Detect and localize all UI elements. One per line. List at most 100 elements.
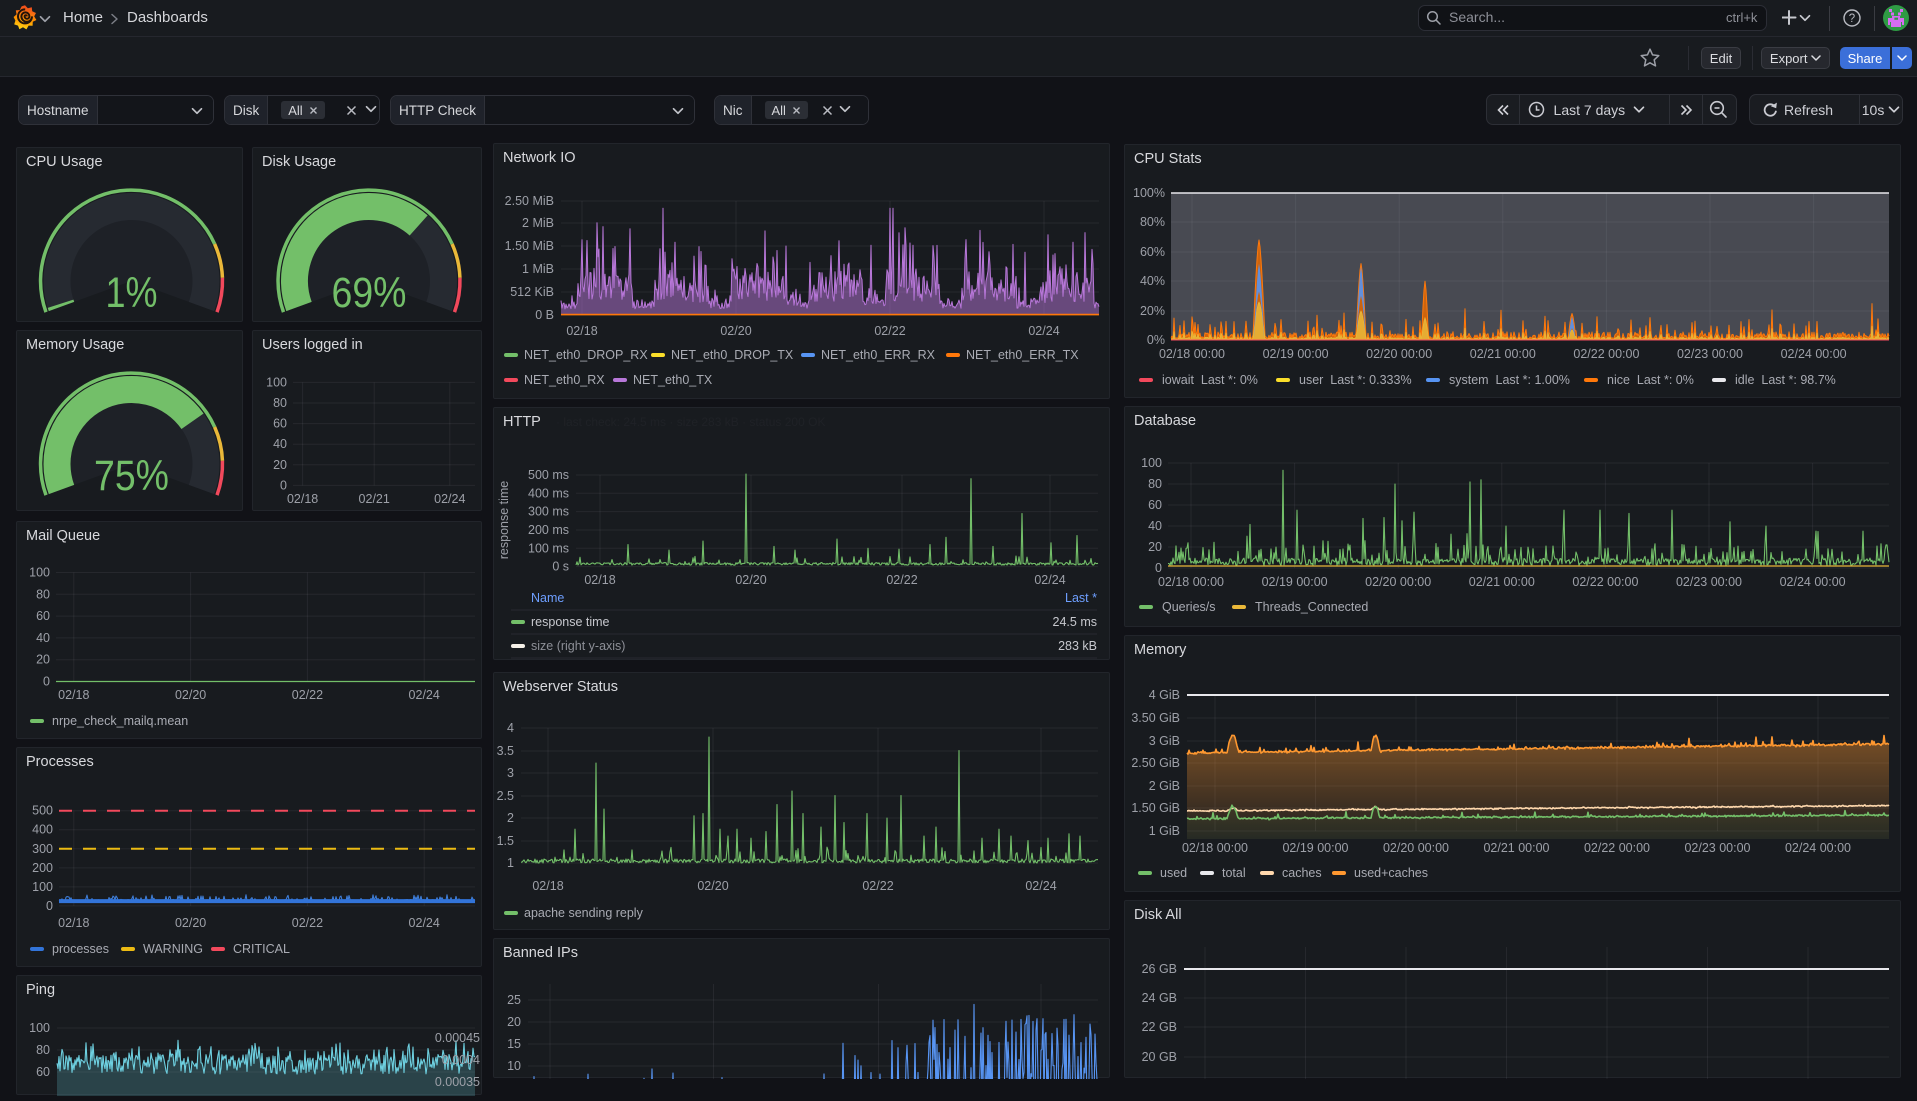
svg-text:WARNING: WARNING (143, 942, 203, 956)
svg-text:0: 0 (43, 675, 50, 689)
svg-text:02/18: 02/18 (58, 688, 89, 702)
svg-text:used: used (1160, 866, 1187, 880)
svg-text:· last check: 24.5 ms · size 2: · last check: 24.5 ms · size 283 kB · st… (556, 415, 825, 429)
svg-text:0 s: 0 s (552, 560, 569, 574)
svg-text:NET_eth0_ERR_RX: NET_eth0_ERR_RX (821, 348, 936, 362)
svg-text:NET_eth0_TX: NET_eth0_TX (633, 373, 713, 387)
svg-text:02/23 00:00: 02/23 00:00 (1677, 347, 1743, 361)
svg-text:2.5: 2.5 (497, 789, 514, 803)
svg-text:500: 500 (32, 804, 53, 818)
svg-text:CPU Usage: CPU Usage (26, 154, 103, 170)
svg-text:0.0004: 0.0004 (442, 1053, 480, 1067)
svg-text:Memory: Memory (1134, 642, 1187, 658)
svg-text:02/18 00:00: 02/18 00:00 (1182, 841, 1248, 855)
svg-text:1.50 GiB: 1.50 GiB (1131, 801, 1180, 815)
svg-text:60%: 60% (1140, 245, 1165, 259)
svg-text:02/19 00:00: 02/19 00:00 (1263, 347, 1329, 361)
svg-text:80: 80 (36, 1043, 50, 1057)
svg-text:2.50 MiB: 2.50 MiB (505, 194, 554, 208)
svg-text:02/24 00:00: 02/24 00:00 (1781, 347, 1847, 361)
svg-text:02/18: 02/18 (287, 492, 318, 506)
svg-text:40: 40 (36, 631, 50, 645)
svg-text:02/21: 02/21 (359, 492, 390, 506)
svg-text:02/18: 02/18 (584, 573, 615, 587)
svg-text:1: 1 (507, 856, 514, 870)
svg-text:02/20: 02/20 (735, 573, 766, 587)
svg-text:3.50 GiB: 3.50 GiB (1131, 711, 1180, 725)
svg-text:02/23 00:00: 02/23 00:00 (1684, 841, 1750, 855)
svg-text:0.00045: 0.00045 (435, 1031, 480, 1045)
svg-text:300: 300 (32, 842, 53, 856)
svg-text:300 ms: 300 ms (528, 505, 569, 519)
svg-text:02/22 00:00: 02/22 00:00 (1572, 575, 1638, 589)
svg-text:NET_eth0_DROP_TX: NET_eth0_DROP_TX (671, 348, 794, 362)
svg-text:40: 40 (273, 437, 287, 451)
svg-text:0: 0 (1155, 561, 1162, 575)
svg-text:26 GB: 26 GB (1142, 962, 1177, 976)
svg-text:02/24: 02/24 (409, 688, 440, 702)
svg-text:80: 80 (1148, 477, 1162, 491)
svg-text:02/20: 02/20 (720, 324, 751, 338)
svg-text:caches: caches (1282, 866, 1322, 880)
svg-text:iowait Last *: 0%: iowait Last *: 0% (1162, 373, 1258, 387)
svg-text:system Last *: 1.00%: system Last *: 1.00% (1449, 373, 1570, 387)
svg-text:Last *: Last * (1065, 591, 1097, 605)
svg-text:24.5 ms: 24.5 ms (1053, 615, 1097, 629)
svg-text:15: 15 (507, 1037, 521, 1051)
svg-text:24 GB: 24 GB (1142, 991, 1177, 1005)
svg-text:3.5: 3.5 (497, 744, 514, 758)
svg-text:75%: 75% (94, 452, 169, 500)
svg-text:02/18 00:00: 02/18 00:00 (1159, 347, 1225, 361)
svg-text:60: 60 (1148, 498, 1162, 512)
svg-text:02/22: 02/22 (292, 916, 323, 930)
svg-text:02/21 00:00: 02/21 00:00 (1483, 841, 1549, 855)
svg-text:02/18: 02/18 (58, 916, 89, 930)
svg-text:40%: 40% (1140, 274, 1165, 288)
svg-text:02/20: 02/20 (175, 916, 206, 930)
svg-text:100: 100 (29, 566, 50, 580)
svg-text:2 GiB: 2 GiB (1149, 779, 1180, 793)
svg-text:80: 80 (36, 587, 50, 601)
svg-text:20: 20 (273, 458, 287, 472)
svg-text:02/22: 02/22 (292, 688, 323, 702)
svg-text:0: 0 (280, 478, 287, 492)
svg-text:02/24 00:00: 02/24 00:00 (1785, 841, 1851, 855)
svg-text:500 ms: 500 ms (528, 468, 569, 482)
svg-text:283 kB: 283 kB (1058, 639, 1097, 653)
svg-text:1 MiB: 1 MiB (522, 262, 554, 276)
svg-text:25: 25 (507, 993, 521, 1007)
svg-text:processes: processes (52, 942, 109, 956)
svg-text:512 KiB: 512 KiB (510, 285, 554, 299)
svg-text:400 ms: 400 ms (528, 486, 569, 500)
svg-text:0: 0 (46, 899, 53, 913)
svg-text:02/24: 02/24 (1025, 879, 1056, 893)
svg-text:user Last *: 0.333%: user Last *: 0.333% (1299, 373, 1412, 387)
svg-text:200 ms: 200 ms (528, 523, 569, 537)
svg-text:02/24: 02/24 (409, 916, 440, 930)
svg-text:response time: response time (531, 615, 610, 629)
svg-text:Name: Name (531, 591, 564, 605)
svg-text:02/23 00:00: 02/23 00:00 (1676, 575, 1742, 589)
svg-text:20: 20 (36, 653, 50, 667)
svg-text:nice Last *: 0%: nice Last *: 0% (1607, 373, 1694, 387)
svg-text:100: 100 (266, 375, 287, 389)
svg-text:80%: 80% (1140, 215, 1165, 229)
svg-text:100: 100 (1141, 456, 1162, 470)
svg-text:Mail Queue: Mail Queue (26, 528, 100, 544)
svg-text:nrpe_check_mailq.mean: nrpe_check_mailq.mean (52, 714, 188, 728)
svg-text:HTTP: HTTP (503, 414, 541, 430)
svg-text:60: 60 (36, 1065, 50, 1079)
svg-text:02/20 00:00: 02/20 00:00 (1365, 575, 1431, 589)
svg-text:02/20: 02/20 (175, 688, 206, 702)
svg-text:Threads_Connected: Threads_Connected (1255, 600, 1368, 614)
svg-text:2: 2 (507, 811, 514, 825)
svg-text:4 GiB: 4 GiB (1149, 688, 1180, 702)
svg-text:22 GB: 22 GB (1142, 1020, 1177, 1034)
svg-text:NET_eth0_ERR_TX: NET_eth0_ERR_TX (966, 348, 1079, 362)
svg-text:apache sending reply: apache sending reply (524, 906, 644, 920)
svg-text:02/21 00:00: 02/21 00:00 (1469, 575, 1535, 589)
svg-text:Ping: Ping (26, 982, 55, 998)
svg-text:02/18 00:00: 02/18 00:00 (1158, 575, 1224, 589)
svg-text:02/19 00:00: 02/19 00:00 (1262, 575, 1328, 589)
svg-text:20 GB: 20 GB (1142, 1050, 1177, 1064)
